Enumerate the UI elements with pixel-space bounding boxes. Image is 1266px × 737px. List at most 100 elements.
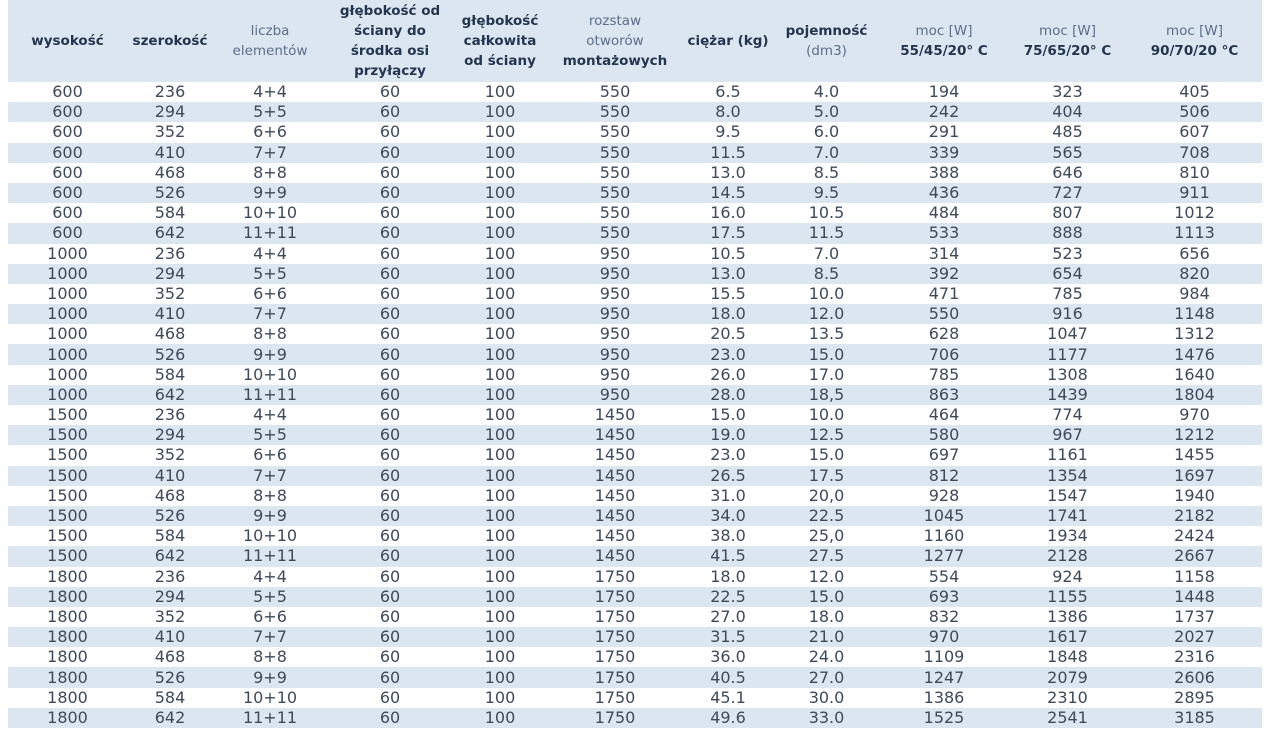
header-text: całkowita	[463, 33, 537, 49]
table-cell: 10.5	[808, 203, 845, 223]
table-cell: 1450	[594, 425, 636, 445]
table-cell: 506	[1179, 102, 1210, 122]
table-cell: 1354	[1047, 465, 1088, 485]
table-cell: 600	[52, 162, 83, 182]
table-cell: 60	[379, 122, 401, 142]
table-cell: 11+11	[242, 384, 298, 404]
table-cell: 20,0	[808, 485, 845, 505]
table-cell: 950	[599, 304, 631, 324]
table-cell: 11+11	[242, 546, 298, 566]
table-cell: 12.5	[808, 425, 845, 445]
header-text: 75/65/20° C	[1023, 43, 1112, 59]
table-cell: 1212	[1174, 425, 1215, 445]
table-row: 1500 294 5+5 60 100 1450 19.0 12.5 580 967 1212	[8, 425, 1262, 446]
table-cell: 38.0	[710, 526, 746, 546]
table-cell: 100	[484, 243, 516, 263]
header-text: (dm3)	[806, 43, 847, 59]
table-cell: 15.0	[710, 405, 746, 425]
table-cell: 464	[928, 405, 960, 425]
table-cell: 4+4	[253, 243, 287, 263]
header-text: środka osi	[350, 43, 430, 59]
table-cell: 1450	[594, 546, 636, 566]
table-cell: 7.0	[813, 243, 840, 263]
table-cell: 352	[154, 122, 186, 142]
table-cell: 584	[154, 687, 186, 707]
table-cell: 100	[484, 647, 516, 667]
table-cell: 468	[154, 162, 186, 182]
table-row: 600 526 9+9 60 100 550 14.5 9.5 436 727 911	[8, 182, 1262, 204]
table-cell: 950	[599, 243, 631, 263]
table-cell: 10+10	[242, 687, 298, 707]
table-cell: 18.0	[710, 304, 746, 324]
table-row: 1000 526 9+9 60 100 950 23.0 15.0 706 1177 1476	[8, 344, 1262, 365]
table-cell: 550	[599, 82, 631, 102]
table-cell: 60	[379, 546, 401, 566]
table-cell: 13.0	[710, 162, 746, 182]
table-cell: 554	[928, 566, 960, 586]
table-cell: 60	[379, 223, 401, 243]
data-table: wysokość szerokość liczba elementów głęb…	[8, 0, 1262, 728]
table-cell: 708	[1179, 142, 1210, 162]
table-cell: 100	[484, 606, 516, 626]
table-cell: 339	[928, 142, 960, 162]
table-cell: 100	[484, 102, 516, 122]
table-cell: 468	[154, 324, 186, 344]
table-cell: 1158	[1174, 566, 1215, 586]
table-cell: 8.0	[715, 102, 741, 122]
table-cell: 1160	[923, 526, 965, 546]
table-cell: 31.5	[710, 627, 746, 647]
table-cell: 10.5	[710, 243, 746, 263]
table-cell: 100	[484, 162, 516, 182]
table-cell: 100	[484, 183, 516, 203]
header-cell: moc [W] 90/70/20 °C	[1127, 0, 1262, 82]
table-cell: 600	[52, 183, 83, 203]
table-cell: 1450	[594, 405, 636, 425]
table-cell: 100	[484, 425, 516, 445]
table-cell: 9+9	[253, 506, 287, 526]
table-cell: 236	[154, 243, 186, 263]
table-row: 1000 642 11+11 60 100 950 28.0 18,5 863 1439 1804	[8, 384, 1262, 405]
table-cell: 40.5	[710, 667, 746, 687]
table-cell: 15.0	[808, 445, 845, 465]
table-cell: 607	[1179, 122, 1210, 142]
table-cell: 4.0	[813, 82, 840, 102]
table-cell: 1750	[594, 707, 636, 727]
table-cell: 1000	[47, 304, 88, 324]
table-cell: 727	[1052, 183, 1083, 203]
table-cell: 1800	[47, 606, 88, 626]
table-cell: 2606	[1174, 667, 1215, 687]
table-cell: 100	[484, 283, 516, 303]
table-cell: 1934	[1047, 526, 1088, 546]
table-cell: 1148	[1174, 304, 1215, 324]
table-cell: 888	[1052, 223, 1083, 243]
table-cell: 628	[928, 324, 960, 344]
table-cell: 60	[379, 566, 401, 586]
table-cell: 15.0	[808, 586, 845, 606]
table-cell: 600	[52, 102, 83, 122]
table-cell: 950	[599, 344, 631, 364]
table-cell: 1750	[594, 667, 636, 687]
table-cell: 1800	[47, 566, 88, 586]
table-cell: 60	[379, 606, 401, 626]
table-cell: 812	[928, 465, 960, 485]
table-cell: 468	[154, 485, 186, 505]
table-cell: 323	[1052, 82, 1083, 102]
table-cell: 550	[599, 142, 631, 162]
table-cell: 967	[1052, 425, 1083, 445]
table-cell: 100	[484, 203, 516, 223]
table-cell: 1750	[594, 566, 636, 586]
table-row: 600 352 6+6 60 100 550 9.5 6.0 291 485 607	[8, 122, 1262, 142]
table-cell: 60	[379, 82, 401, 102]
table-cell: 911	[1179, 183, 1210, 203]
table-cell: 1109	[923, 647, 965, 667]
table-cell: 950	[599, 364, 631, 384]
table-cell: 30.0	[808, 687, 845, 707]
table-cell: 352	[154, 283, 186, 303]
table-cell: 100	[484, 384, 516, 404]
table-cell: 392	[928, 263, 960, 283]
table-cell: 2079	[1047, 667, 1088, 687]
table-body: 600 236 4+4 60 100 550 6.5 4.0 194 323 405 600 294 5+…	[8, 82, 1262, 728]
table-row: 600 294 5+5 60 100 550 8.0 5.0 242 404 506	[8, 102, 1262, 123]
table-cell: 9.5	[813, 183, 840, 203]
